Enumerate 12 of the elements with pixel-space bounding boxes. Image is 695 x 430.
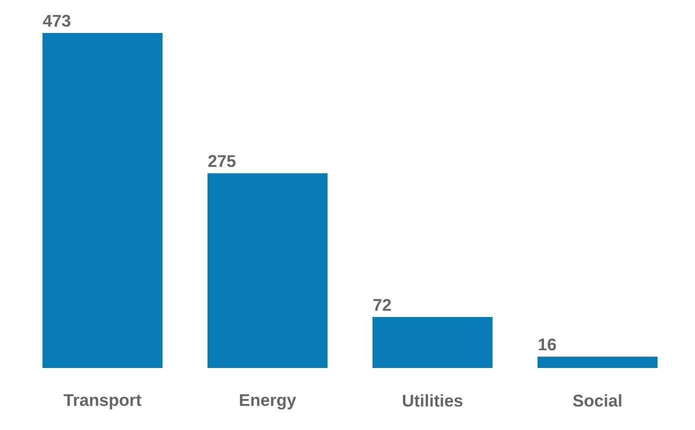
bar	[208, 173, 328, 368]
x-tick-label: Social	[573, 394, 622, 407]
data-label: 72	[373, 298, 391, 311]
data-label: 473	[42, 14, 70, 27]
x-tick-label: Transport	[64, 394, 142, 410]
x-tick-label: Energy	[240, 394, 296, 410]
data-label: 275	[208, 155, 236, 168]
data-label: 16	[538, 338, 556, 350]
bar	[538, 356, 658, 368]
bar	[372, 317, 493, 368]
bar	[42, 32, 163, 368]
x-tick-label: Utilities	[402, 394, 462, 407]
